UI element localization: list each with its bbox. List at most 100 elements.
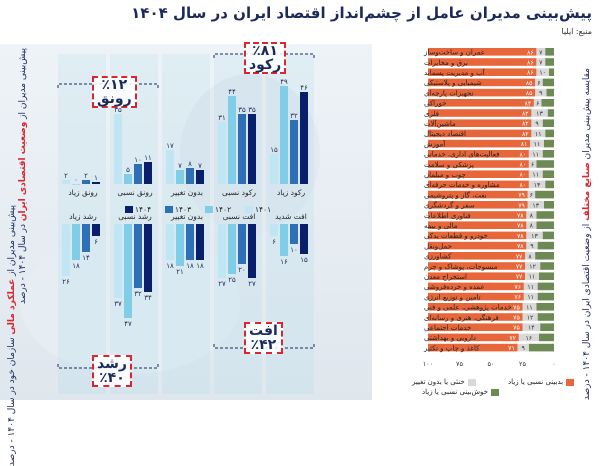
sector-pessimistic-label: ۷۹ [518,202,525,209]
financial-bar [82,224,90,252]
economy-bar [218,122,226,184]
sector-neutral-label: ۱۳ [531,233,538,240]
sector-bar-pessimistic [428,99,534,107]
economy-bar-label: ۴۹ [280,78,288,86]
financial-bar [124,224,132,318]
financial-bar-label: ۱۶ [280,258,288,266]
financial-category-label: رشد زیاد [69,212,97,221]
sector-bar-pessimistic [428,323,523,331]
year-legend-item: ۱۴۰۱ [245,205,271,214]
year-legend-swatch [245,206,253,213]
sector-bar-neutral [528,180,546,189]
left-axis-title-top: پیش‌بینی مدیران از وضعیت اقتصادی ایران د… [18,48,28,304]
sector-bar-neutral [536,68,549,76]
sector-bar-optimistic [545,58,554,66]
sector-bar-neutral [533,99,542,107]
sector-bar-optimistic [542,231,554,240]
economy-bar-label: ۳۵ [248,106,256,114]
sector-bar-neutral [528,160,537,168]
financial-bar [238,224,246,264]
sector-pessimistic-label: ۸۲ [522,131,529,138]
economy-bar-label: ۱۷ [166,142,174,150]
sector-label: آب و مدیریت پسماند [424,68,486,77]
sector-neutral-label: ۷ [539,49,543,56]
sector-pessimistic-label: ۸۵ [526,90,533,97]
year-legend-swatch [125,206,133,213]
economy-category-label: رکود زیاد [276,188,306,197]
sector-bar-pessimistic [428,119,532,127]
financial-category-label: افت شدید [275,212,307,221]
sector-neutral-label: ۷ [539,60,543,67]
sector-bar-pessimistic [428,190,528,199]
sector-label: عمده و خرده‌فروشی [424,283,485,291]
sector-pessimistic-label: ۷۵ [513,325,520,332]
source-note: منبع: ایلیا [561,27,592,36]
sector-bar-neutral [528,170,543,178]
economy-bar-label: ۲ [64,172,68,180]
sector-bar-neutral [527,190,536,199]
economy-bar-label: ۷ [198,162,202,170]
left-axis-title-bottom: پیش‌بینی مدیران از عملکرد مالی سازمان خو… [7,205,17,466]
sector-pessimistic-label: ۷۲ [509,335,516,342]
page-title: پیش‌بینی مدیران عامل از چشم‌انداز اقتصاد… [131,4,592,22]
financial-bar [280,224,288,256]
economy-bar [270,154,278,184]
sector-label: برق و مخابرات [424,59,468,67]
sector-neutral-label: ۹ [539,90,543,97]
x-tick-label: ۵۰ [488,360,495,368]
financial-bar [228,224,236,274]
sector-bar-neutral [526,231,543,240]
sector-bar-neutral [530,139,544,148]
bracket-oft [213,344,315,349]
sector-pessimistic-label: ۷۸ [517,243,524,250]
sector-pessimistic-label: ۷۵ [513,304,520,311]
financial-category-label: بدون تغییر [171,212,203,221]
sector-label: فناوری اطلاعات [424,212,471,220]
x-tick-label: ۱۰۰ [423,360,433,368]
economy-bar [92,182,100,184]
sector-pessimistic-label: ۸۰ [519,172,526,179]
year-legend-item: ۱۴۰۴ [125,205,151,214]
economy-bar [186,168,194,184]
financial-bar-label: ۲۶ [62,278,70,286]
sector-bar-neutral [535,88,547,97]
x-tick-label: ۰ [552,360,556,368]
financial-bar-label: ۳۷ [114,300,122,308]
bracket-roshd [57,364,159,369]
sector-neutral-label: ۹ [530,243,534,250]
sector-neutral-label: ۱۲ [527,315,534,322]
sector-pessimistic-label: ۸۶ [527,49,534,56]
economy-bar-label: ۱۵ [270,146,278,154]
sector-neutral-label: ۱۱ [534,141,541,148]
sector-label: اقتصاد دیجیتال [424,130,466,138]
sector-neutral-label: ۱۳ [532,202,539,209]
sector-label: دارویی و بهداشتی [424,334,476,342]
sector-pessimistic-label: ۸۰ [519,182,526,189]
economy-category-label: رکود نسبی [221,188,257,197]
legend-swatch-neutral [467,378,476,386]
financial-bar-label: ۳۴ [144,294,152,302]
sector-bar-optimistic [535,252,554,260]
sector-neutral-label: ۱۳ [534,182,541,189]
sector-label: فعالیت‌های اداری، خدماتی [424,151,500,159]
economy-bar-label: ۴۴ [228,88,236,96]
sector-label: شیمیایی و پلاستیکی [424,79,482,87]
sector-bar-pessimistic [428,170,529,178]
financial-bar [72,224,80,260]
sector-bar-optimistic [540,323,554,331]
economy-bar-label: ۱ [94,174,98,182]
economy-bar-label: ۱۱ [144,154,152,162]
financial-bar-label: ۲۱ [176,268,184,276]
sector-bar-neutral [535,78,543,87]
sector-bar-pessimistic [428,78,536,87]
sector-bar-optimistic [528,343,554,352]
financial-bar [144,224,152,292]
economy-bar-label: ۳۵ [114,106,122,114]
financial-bar-label: ۱۸ [186,262,194,270]
financial-bar-label: ۶ [272,238,276,246]
sector-bar-neutral [525,272,539,280]
financial-bar [134,224,142,288]
sector-bar-optimistic [537,292,554,301]
sector-bar-neutral [526,241,538,250]
economy-bar-label: ۵ [126,166,130,174]
